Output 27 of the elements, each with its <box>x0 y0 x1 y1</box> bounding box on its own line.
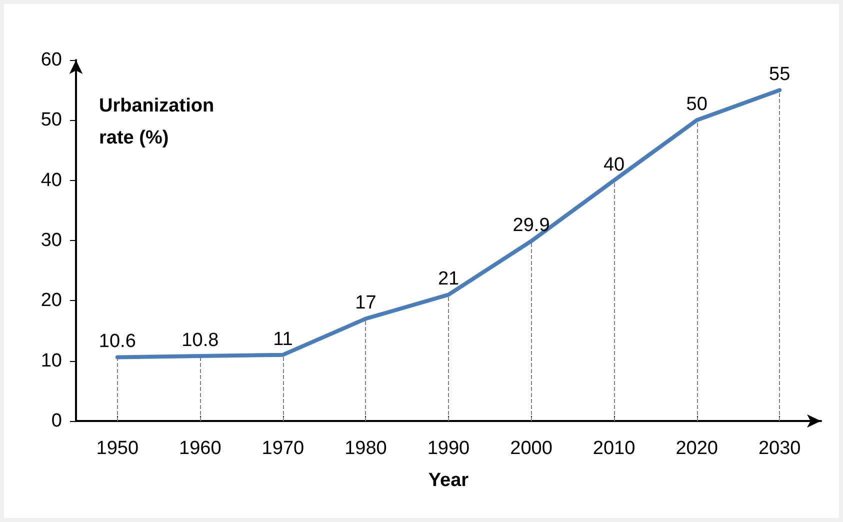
data-label: 10.6 <box>98 331 136 352</box>
x-tick-label: 2030 <box>758 438 801 459</box>
x-tick-label: 2010 <box>592 438 636 459</box>
x-tick-label: 2000 <box>510 438 552 459</box>
x-tick-label: 1970 <box>262 438 304 459</box>
x-tick-label: 2020 <box>676 438 718 459</box>
y-tick-label: 0 <box>51 410 62 432</box>
x-tick-label: 1950 <box>96 438 139 459</box>
data-label: 55 <box>769 64 790 86</box>
y-tick-label: 20 <box>40 290 62 312</box>
data-label: 29.9 <box>512 215 550 236</box>
y-tick-label: 50 <box>40 110 62 131</box>
x-tick-label: 1980 <box>344 438 387 459</box>
x-tick-label: 1960 <box>179 438 222 459</box>
data-label: 40 <box>603 154 625 176</box>
data-label: 21 <box>438 268 460 290</box>
y-tick-label: 30 <box>40 230 62 251</box>
y-tick-label: 60 <box>40 50 62 70</box>
data-label: 10.8 <box>182 330 219 352</box>
y-tick-label: 10 <box>40 350 62 372</box>
data-label: 11 <box>273 328 293 350</box>
y-tick-label: 40 <box>40 170 62 191</box>
x-axis-title: Year <box>428 470 470 491</box>
data-label: 50 <box>686 94 708 116</box>
y-axis-title: Urbanization rate (%) <box>99 96 220 148</box>
data-label: 17 <box>355 292 376 314</box>
x-tick-label: 1990 <box>427 438 470 459</box>
